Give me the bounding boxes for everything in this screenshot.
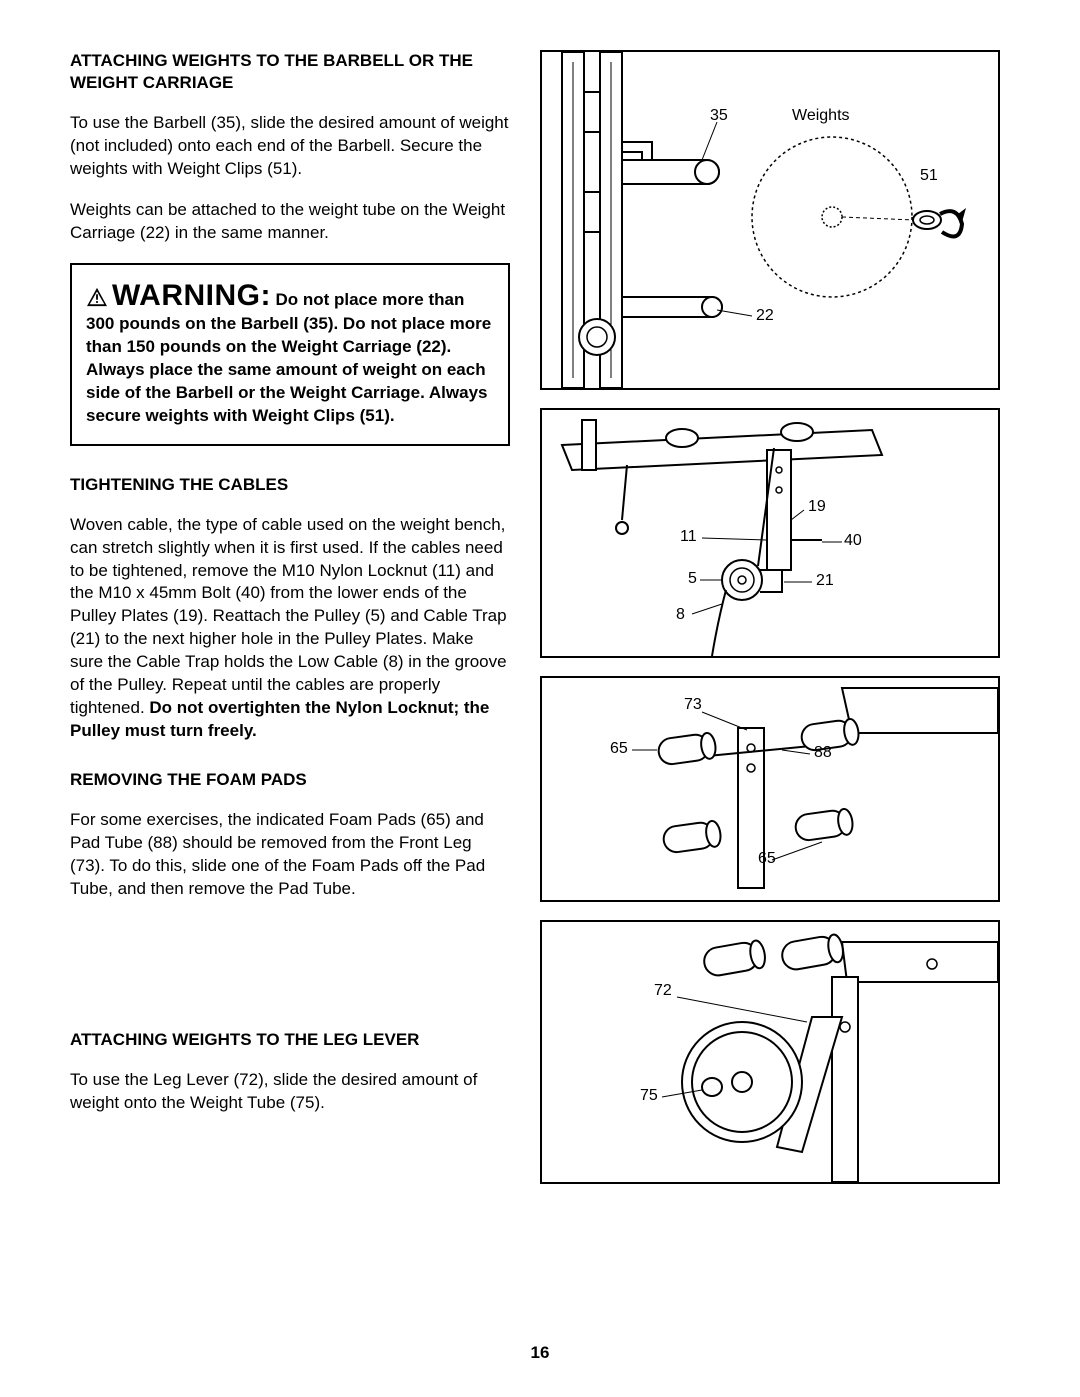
manual-page: ATTACHING WEIGHTS TO THE BARBELL OR THE …: [0, 0, 1080, 1397]
paragraph: Woven cable, the type of cable used on t…: [70, 514, 510, 743]
section-heading-removing-foam-pads: REMOVING THE FOAM PADS: [70, 769, 510, 791]
warning-word: WARNING:: [112, 279, 271, 312]
diagram-label-40: 40: [844, 532, 862, 550]
diagram-label-75: 75: [640, 1087, 658, 1105]
diagram-label-88: 88: [814, 744, 832, 762]
diagram-pulley-assembly: 11 19 40 5 21 8: [540, 408, 1000, 658]
diagram-label-65: 65: [610, 740, 628, 758]
diagram-label-73: 73: [684, 696, 702, 714]
diagram-label-5: 5: [688, 570, 697, 588]
diagram-foam-pads: 73 65 88 65: [540, 676, 1000, 902]
paragraph: To use the Leg Lever (72), slide the des…: [70, 1069, 510, 1115]
diagram-label-21: 21: [816, 572, 834, 590]
warning-box: WARNING: Do not place more than 300 poun…: [70, 263, 510, 446]
diagram-label-72: 72: [654, 982, 672, 1000]
diagram-leg-lever: 72 75: [540, 920, 1000, 1184]
right-column: 35 Weights 51 22: [540, 50, 1000, 1310]
diagram-label-22: 22: [756, 307, 774, 325]
paragraph-text: Woven cable, the type of cable used on t…: [70, 515, 507, 718]
content-area: ATTACHING WEIGHTS TO THE BARBELL OR THE …: [70, 50, 1010, 1310]
diagram-label-8: 8: [676, 606, 685, 624]
paragraph: For some exercises, the indicated Foam P…: [70, 809, 510, 901]
left-column: ATTACHING WEIGHTS TO THE BARBELL OR THE …: [70, 50, 510, 1310]
section-heading-attaching-leg-lever: ATTACHING WEIGHTS TO THE LEG LEVER: [70, 1029, 510, 1051]
section-heading-tightening-cables: TIGHTENING THE CABLES: [70, 474, 510, 496]
paragraph: Weights can be attached to the weight tu…: [70, 199, 510, 245]
page-number: 16: [0, 1343, 1080, 1363]
diagram-label-11: 11: [680, 528, 697, 546]
diagram-label-weights: Weights: [792, 107, 850, 125]
diagram-label-35: 35: [710, 107, 728, 125]
diagram-label-19: 19: [808, 498, 826, 516]
diagram-label-51: 51: [920, 167, 938, 185]
warning-triangle-icon: [86, 287, 108, 307]
diagram-barbell-weights: 35 Weights 51 22: [540, 50, 1000, 390]
paragraph: To use the Barbell (35), slide the desir…: [70, 112, 510, 181]
diagram-label-65: 65: [758, 850, 776, 868]
section-heading-attaching-barbell: ATTACHING WEIGHTS TO THE BARBELL OR THE …: [70, 50, 510, 94]
